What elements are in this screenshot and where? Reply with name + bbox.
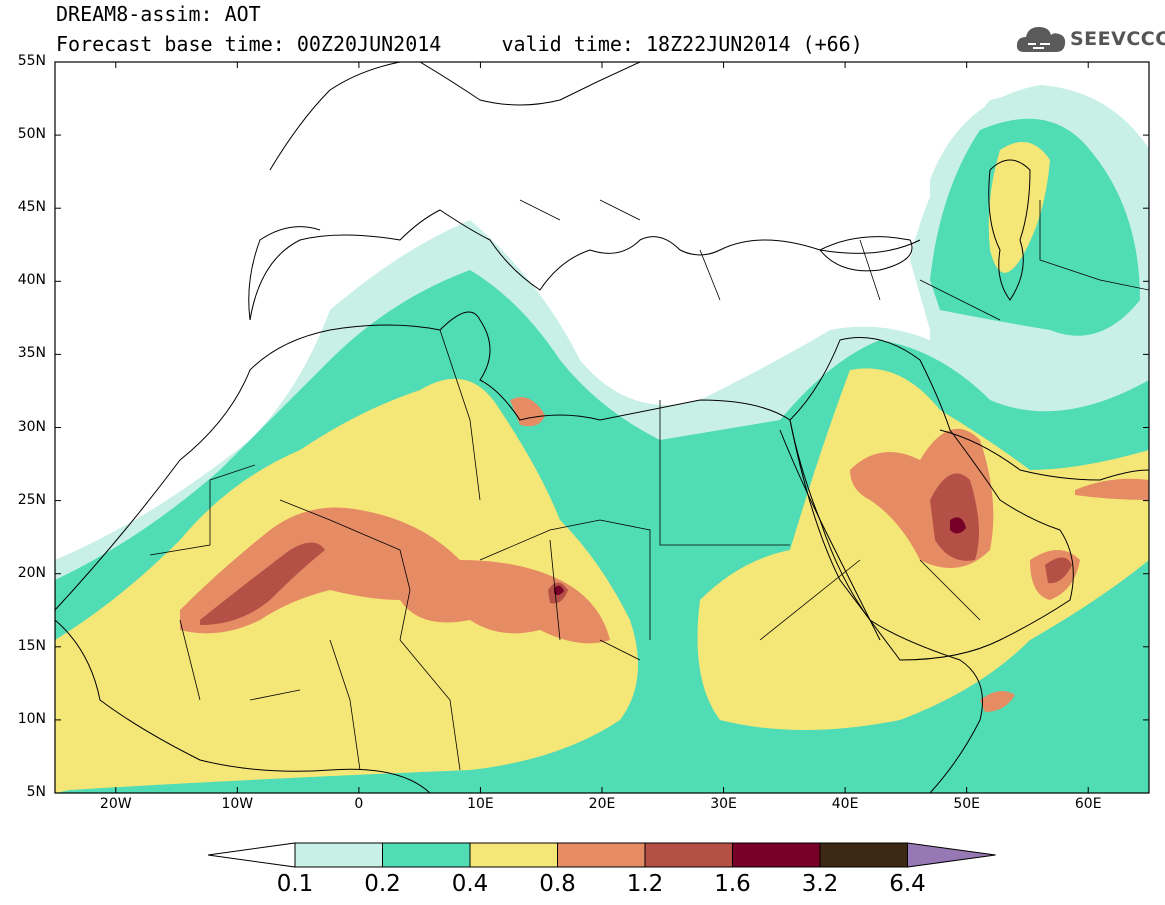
- iran-coastline: [939, 429, 1149, 481]
- europe-north-coastline: [269, 62, 641, 171]
- cloud-icon: [1016, 27, 1066, 52]
- aot-band-0.8: [180, 507, 610, 644]
- colorbar-label: 6.4: [889, 871, 926, 897]
- lon-label: 40E: [831, 796, 859, 812]
- map-title: DREAM8-assim: AOT: [56, 2, 261, 26]
- lon-label: 10E: [467, 796, 494, 812]
- lon-label: 10W: [221, 796, 254, 812]
- europe-coastline: [249, 209, 921, 321]
- aot-band-1.2-oman: [1045, 557, 1072, 584]
- colorbar-segment: [294, 842, 383, 868]
- colorbar-low-arrow: [207, 842, 296, 868]
- colorbar: [207, 842, 996, 868]
- colorbar-segment: [469, 842, 558, 868]
- colorbar-segment: [644, 842, 733, 868]
- colorbar-label: 0.2: [364, 871, 401, 897]
- colorbar-label: 1.2: [626, 871, 664, 897]
- west-africa-coastline: [55, 619, 431, 793]
- aot-band-1.2: [200, 542, 325, 625]
- arabia-coastline: [789, 337, 1074, 661]
- africa-coastline: [55, 311, 983, 793]
- lat-label: 10N: [17, 710, 46, 727]
- colorbar-label: 1.6: [714, 871, 751, 897]
- aot-band-0.8-east: [1075, 478, 1149, 500]
- lat-label: 55N: [17, 53, 46, 69]
- lon-label: 60E: [1074, 796, 1102, 812]
- border-lines: [149, 199, 1149, 771]
- forecast-time-line: Forecast base time: 00Z20JUN2014 valid t…: [56, 32, 863, 56]
- colorbar-label: 0.4: [451, 871, 489, 897]
- seevccc-logo: SEEVCCC: [1016, 22, 1165, 58]
- lat-label: 15N: [17, 637, 46, 654]
- lon-label: 30E: [710, 796, 737, 812]
- lon-label: 0: [354, 796, 364, 812]
- coastlines: [55, 62, 1149, 793]
- colorbar-segment: [557, 842, 646, 868]
- lat-label: 40N: [17, 272, 46, 289]
- black-sea-coastline: [819, 236, 913, 272]
- lat-label: 50N: [17, 126, 46, 143]
- aot-field: [55, 85, 1149, 793]
- colorbar-segment: [732, 842, 821, 868]
- iberia-coastline: [248, 226, 321, 321]
- red-sea-coastline: [779, 429, 881, 641]
- colorbar-label: 3.2: [801, 871, 839, 897]
- lon-label: 20W: [99, 796, 132, 812]
- colorbar-segment: [819, 842, 908, 868]
- colorbar-label: 0.1: [276, 871, 314, 897]
- colorbar-segment: [382, 842, 471, 868]
- caspian-coastline: [988, 159, 1031, 301]
- colorbar-label: 0.8: [539, 871, 576, 897]
- aot-band-0.8-somalia: [980, 691, 1015, 712]
- lat-label: 30N: [17, 418, 46, 435]
- aot-band-0.4-caspian: [988, 142, 1050, 273]
- aot-band-1.6: [950, 517, 966, 534]
- lon-label: 20E: [588, 796, 616, 812]
- lat-label: 35N: [17, 345, 46, 362]
- lon-label: 50E: [953, 796, 980, 812]
- logo-text: SEEVCCC: [1070, 28, 1165, 50]
- lat-label: 25N: [17, 491, 46, 508]
- colorbar-high-arrow: [907, 842, 996, 868]
- aot-band-1.6-chad: [554, 585, 564, 596]
- lat-label: 5N: [26, 784, 46, 800]
- lat-label: 45N: [17, 199, 46, 216]
- lat-label: 20N: [17, 564, 46, 581]
- axis-ticks: [55, 61, 1149, 794]
- aot-band-1.2-arabia: [930, 473, 979, 561]
